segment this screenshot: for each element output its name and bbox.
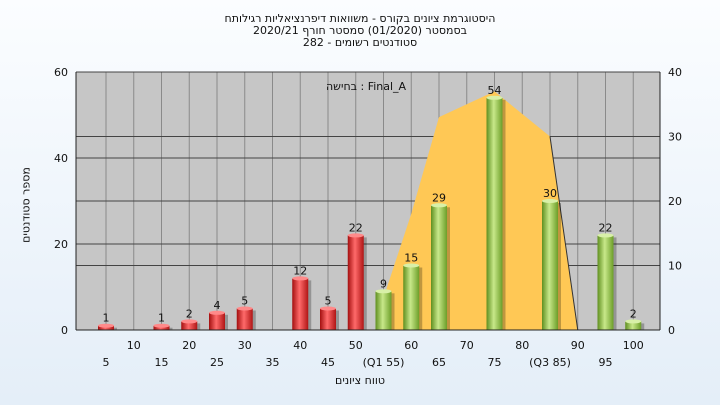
bar-top-cap (209, 310, 225, 315)
x-tick-label: 80 (515, 339, 529, 352)
y2-tick-label: 20 (668, 195, 682, 208)
bar-top-cap (542, 199, 558, 203)
bar-top-cap (292, 276, 309, 281)
x-tick-label: 10 (127, 339, 141, 352)
bar-top-cap (236, 306, 253, 311)
bar-pass (431, 205, 447, 330)
bar-top-cap (153, 323, 170, 328)
bar-fail (98, 325, 114, 330)
y-axis-label: מספר סטודנטים (19, 167, 33, 243)
bar-pass (403, 265, 420, 330)
bar-pass (542, 201, 558, 330)
bar-fail (209, 312, 225, 330)
y2-tick-label: 30 (668, 131, 682, 144)
bar-top-cap (320, 306, 336, 311)
bar-value-label: 15 (404, 252, 418, 265)
bar-value-label: 1 (158, 312, 165, 325)
bar-pass (597, 235, 614, 330)
y2-tick-label: 0 (668, 324, 675, 337)
bar-value-label: 29 (432, 191, 446, 204)
bar-value-label: 5 (241, 295, 248, 308)
bar-top-cap (181, 319, 198, 324)
bar-top-cap (375, 289, 392, 294)
x-tick-label: 30 (238, 339, 252, 352)
bar-fail (181, 321, 198, 330)
bar-value-label: 30 (543, 187, 557, 200)
x-tick-label: 20 (182, 339, 196, 352)
x-tick-label: 100 (623, 339, 644, 352)
x-tick-label: 95 (599, 356, 613, 369)
x-tick-label: 35 (266, 356, 280, 369)
chart-title-line-1: היסטוגרמת ציונים בקורס - משוואות דיפרנצי… (224, 12, 496, 25)
x-tick-label: 90 (571, 339, 585, 352)
y-tick-label: 60 (54, 66, 68, 79)
legend-label: בחישה : Final_A (326, 80, 407, 93)
x-tick-label: 5 (103, 356, 110, 369)
x-tick-label: (Q1 55) (363, 356, 405, 369)
x-tick-label: 65 (432, 356, 446, 369)
bar-top-cap (486, 95, 503, 100)
y-tick-label: 20 (54, 238, 68, 251)
bar-fail (292, 278, 309, 330)
x-tick-label: (Q3 85) (529, 356, 571, 369)
bar-pass (486, 97, 503, 330)
bar-value-label: 22 (599, 221, 613, 234)
x-tick-label: 75 (488, 356, 502, 369)
bar-fail (153, 325, 170, 330)
bar-value-label: 5 (325, 295, 332, 308)
x-tick-label: 70 (460, 339, 474, 352)
bar-top-cap (625, 319, 642, 324)
bar-top-cap (403, 263, 420, 268)
x-axis-label: טווח ציונים (335, 374, 385, 387)
bar-value-label: 2 (186, 307, 193, 320)
chart-title-line-3: סטודנטים רשומים - 282 (302, 36, 418, 49)
x-tick-label: 40 (293, 339, 307, 352)
bar-fail (347, 235, 364, 330)
y2-tick-label: 10 (668, 260, 682, 273)
bar-fail (320, 308, 336, 330)
bar-fail (236, 308, 253, 330)
bar-pass (375, 291, 392, 330)
bar-value-label: 12 (293, 264, 307, 277)
y-tick-label: 0 (61, 324, 68, 337)
bar-top-cap (431, 203, 447, 208)
bar-top-cap (597, 233, 614, 238)
x-tick-label: 50 (349, 339, 363, 352)
bar-value-label: 4 (214, 299, 221, 312)
y2-tick-label: 40 (668, 66, 682, 79)
bar-value-label: 54 (488, 84, 502, 97)
bar-pass (625, 321, 642, 330)
bar-value-label: 1 (103, 312, 110, 325)
y-tick-label: 40 (54, 152, 68, 165)
bar-top-cap (347, 233, 364, 238)
bar-value-label: 9 (380, 277, 387, 290)
x-tick-label: 60 (404, 339, 418, 352)
bar-value-label: 2 (630, 307, 637, 320)
x-tick-label: 25 (210, 356, 224, 369)
distribution-area-edge (549, 136, 579, 331)
chart-title-line-2: בסמסטר (01/2020) סמסטר חורף 2020/21 (253, 24, 467, 37)
x-tick-label: 45 (321, 356, 335, 369)
x-tick-label: 15 (155, 356, 169, 369)
bar-top-cap (98, 323, 114, 328)
bar-value-label: 22 (349, 221, 363, 234)
